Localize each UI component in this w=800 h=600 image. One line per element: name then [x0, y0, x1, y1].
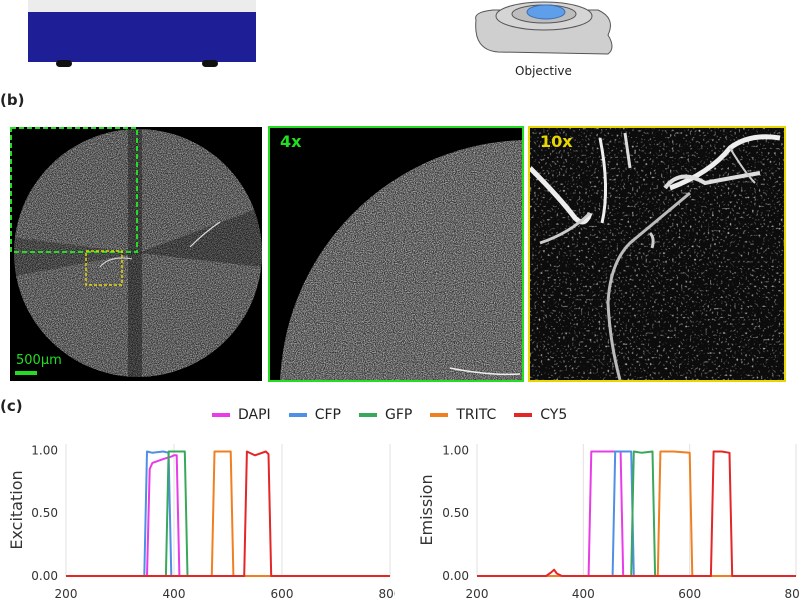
legend-item-gfp: GFP — [358, 407, 413, 423]
legend-item-dapi: DAPI — [212, 407, 271, 423]
overview-image: 500µm — [10, 127, 262, 381]
y-tick-label: 1.00 — [442, 443, 469, 457]
legend-swatch-tritc — [430, 413, 449, 417]
chart-legend: DAPI CFP GFP TRITC CY5 — [212, 407, 567, 423]
series-line-gfp — [477, 450, 796, 577]
series-line-dapi — [66, 454, 390, 577]
y-axis-title: Emission — [417, 474, 436, 545]
y-tick-label: 1.00 — [31, 443, 58, 457]
x-tick-label: 800 — [379, 587, 395, 600]
excitation-chart: 0.00 0.50 1.00 200 400 600 800 Excitation — [7, 443, 395, 600]
series-line-gfp — [66, 450, 390, 577]
panel-c-label: (c) — [0, 397, 23, 415]
y-tick-label: 0.00 — [31, 569, 58, 583]
zoom-4x-tag: 4x — [280, 132, 302, 151]
emission-chart: 0.00 0.50 1.00 200 400 600 800 Emission — [417, 443, 800, 600]
zoom-10x-micrograph — [530, 128, 784, 380]
series-line-cy5 — [477, 450, 796, 577]
legend-swatch-gfp — [358, 413, 377, 417]
y-tick-label: 0.50 — [31, 506, 58, 520]
legend-label-cy5: CY5 — [540, 407, 568, 423]
zoom-10x-tag: 10x — [540, 132, 573, 151]
zoom2-roi-box — [85, 250, 123, 286]
series-line-tritc — [477, 450, 796, 577]
zoom-4x-micrograph — [280, 140, 522, 380]
instrument-top — [28, 0, 256, 12]
overview-micrograph — [10, 127, 262, 377]
instrument-body — [28, 12, 256, 62]
zoom-4x-image: 4x — [268, 126, 524, 382]
x-tick-label: 800 — [785, 587, 800, 600]
legend-swatch-cy5 — [514, 413, 533, 417]
x-tick-label: 400 — [163, 587, 186, 600]
instrument-foot-left — [56, 60, 72, 67]
x-tick-label: 200 — [466, 587, 489, 600]
series-line-dapi — [477, 450, 796, 577]
legend-swatch-cfp — [288, 413, 307, 417]
instrument-foot-right — [202, 60, 218, 67]
legend-item-cy5: CY5 — [514, 407, 567, 423]
legend-label-cfp: CFP — [314, 407, 341, 423]
y-tick-label: 0.00 — [442, 569, 469, 583]
series-line-cfp — [477, 450, 796, 577]
legend-label-gfp: GFP — [384, 407, 413, 423]
legend-label-tritc: TRITC — [456, 407, 497, 423]
scale-bar — [15, 371, 37, 375]
panel-b-label: (b) — [0, 91, 25, 109]
x-tick-label: 600 — [678, 587, 701, 600]
x-tick-label: 400 — [572, 587, 595, 600]
zoom1-roi-box — [10, 127, 138, 253]
y-axis-title: Excitation — [7, 470, 26, 549]
legend-swatch-dapi — [212, 413, 230, 417]
x-tick-label: 200 — [55, 587, 78, 600]
series-line-cy5 — [66, 450, 390, 577]
x-tick-label: 600 — [271, 587, 294, 600]
legend-item-tritc: TRITC — [430, 407, 496, 423]
zoom-10x-image: 10x — [528, 126, 786, 382]
y-tick-label: 0.50 — [442, 506, 469, 520]
objective-label: Objective — [515, 64, 572, 78]
series-line-tritc — [66, 450, 390, 577]
series-line-cfp — [66, 450, 390, 577]
scale-bar-label: 500µm — [16, 353, 62, 368]
legend-label-dapi: DAPI — [238, 407, 271, 423]
objective-illustration — [475, 1, 613, 55]
legend-item-cfp: CFP — [288, 407, 341, 423]
